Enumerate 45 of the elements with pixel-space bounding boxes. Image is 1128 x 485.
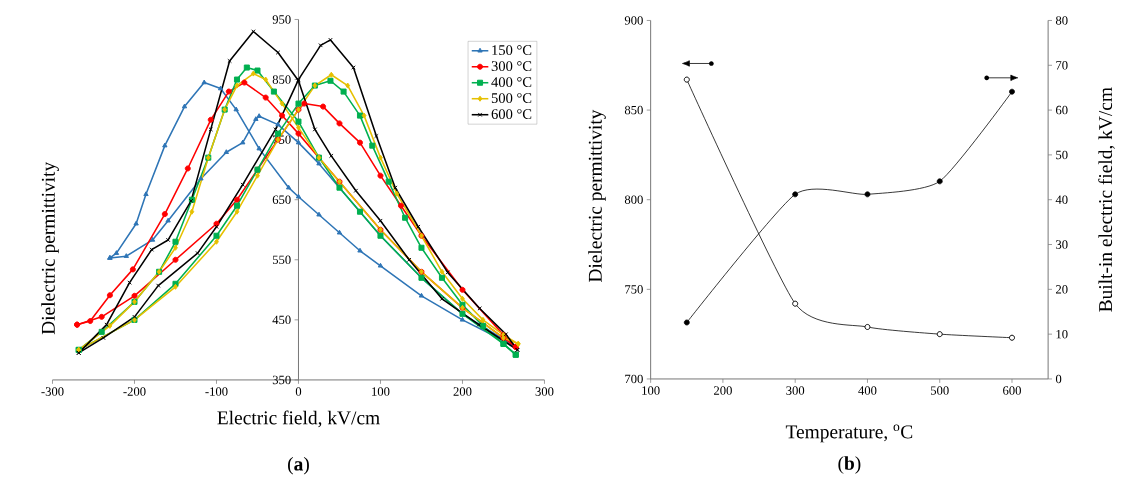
legend-label: 300 °C [491,61,532,71]
y2-tick-label: 60 [1056,105,1068,115]
text: (b) [838,456,861,474]
x-tick-label: -100 [205,387,228,396]
legend-label: 400 °C [491,77,532,87]
x-tick-label: 600 [1003,386,1021,395]
y-tick-label: 350 [272,375,291,385]
text: (a) [288,456,309,475]
y-tick-label: 750 [625,285,643,294]
y-tick-label: 650 [272,195,291,204]
x-tick-label: 0 [295,387,302,396]
legend-label: 600 °C [491,109,532,119]
x-axis-title: Temperature, $^{o}$C [785,424,913,443]
x-tick-label: 300 [535,387,554,396]
y-tick-label: 700 [625,374,643,384]
y-tick-label: 850 [624,105,643,115]
y-tick-label: 850 [272,75,291,84]
y-tick-label: 800 [624,195,643,204]
y2-tick-label: 30 [1056,240,1068,249]
legend-label: 150 °C [492,45,532,55]
x-axis-title: Electric field, kV/cm [217,410,380,428]
x-tick-label: 200 [453,387,472,396]
x-tick-label: -300 [41,387,64,396]
x-tick-label: 100 [372,387,390,396]
y2-axis-title: Built-in electric field, kV/cm [1098,87,1115,312]
y-tick-label: 550 [272,255,291,264]
y2-tick-label: 50 [1056,150,1068,160]
x-tick-label: -200 [123,387,146,396]
x-tick-label: 300 [786,386,805,395]
y2-tick-label: 0 [1055,374,1062,384]
x-tick-label: 400 [858,386,877,395]
y-tick-label: 900 [624,16,643,25]
legend-label: 500 °C [491,93,532,103]
y-axis-title: Dielectric permittivity [588,109,606,283]
y2-tick-label: 20 [1056,285,1068,294]
y2-tick-label: 40 [1055,195,1068,204]
y-tick-label: 450 [272,315,291,325]
y-tick-label: 950 [272,15,291,24]
y2-tick-label: 80 [1055,16,1068,25]
x-tick-label: 100 [642,386,660,395]
x-tick-label: 200 [714,386,732,395]
x-tick-label: 500 [930,386,949,395]
y2-tick-label: 10 [1056,329,1068,339]
y2-tick-label: 70 [1056,60,1068,70]
y-axis-title: Dielectric permittivity [41,161,59,335]
